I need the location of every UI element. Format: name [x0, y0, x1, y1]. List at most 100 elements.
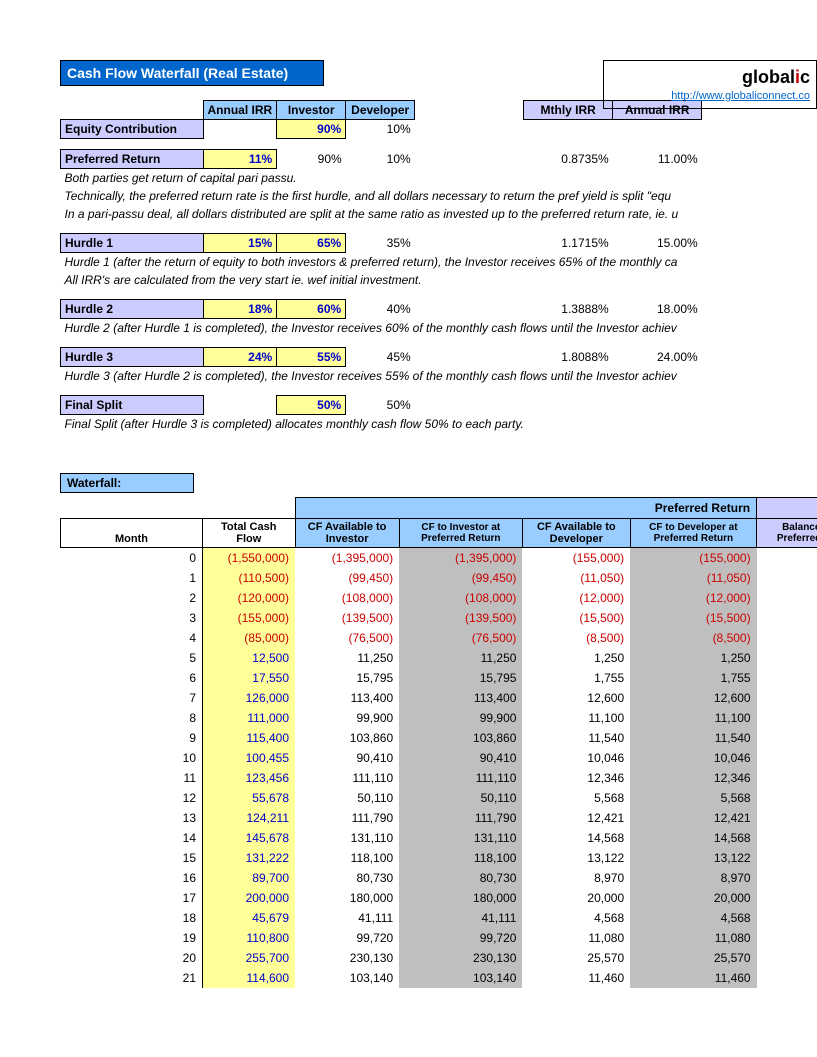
wf-pref-span: Preferred Return [295, 498, 757, 519]
wf-h-month: Month [61, 519, 203, 548]
equity-annual [203, 120, 277, 139]
wf-cfdev: 11,460 [522, 968, 630, 988]
wf-month: 5 [61, 648, 203, 668]
h1-mthly: 1.1715% [524, 234, 613, 253]
wf-month: 0 [61, 548, 203, 569]
wf-cfdevpref: (12,000) [630, 588, 756, 608]
wf-total: 145,678 [203, 828, 296, 848]
wf-total: 123,456 [203, 768, 296, 788]
h3-developer: 45% [346, 348, 415, 367]
hdr-developer: Developer [346, 101, 415, 120]
wf-month: 17 [61, 888, 203, 908]
wf-cfdevpref: 11,540 [630, 728, 756, 748]
pref-note2: Technically, the preferred return rate i… [61, 187, 702, 205]
wf-total: 89,700 [203, 868, 296, 888]
wf-cfinvpref: 15,795 [399, 668, 522, 688]
wf-cfdevpref: 25,570 [630, 948, 756, 968]
label-pref: Preferred Return [61, 150, 204, 169]
logo-link[interactable]: http://www.globaliconnect.co [671, 90, 810, 102]
wf-total: (155,000) [203, 608, 296, 628]
wf-month: 2 [61, 588, 203, 608]
wf-h-cfinv: CF Available to Investor [295, 519, 399, 548]
wf-month: 19 [61, 928, 203, 948]
wf-total: 12,500 [203, 648, 296, 668]
wf-cfdev: 14,568 [522, 828, 630, 848]
h2-investor: 60% [277, 300, 346, 319]
wf-row: 10100,45590,41090,41010,04610,0460 [61, 748, 817, 768]
wf-bal: 0 [757, 548, 817, 569]
wf-row: 13124,211111,790111,79012,42112,4210 [61, 808, 817, 828]
wf-total: (1,550,000) [203, 548, 296, 569]
wf-cfdev: (12,000) [522, 588, 630, 608]
wf-bal: 0 [757, 608, 817, 628]
wf-h-total: Total Cash Flow [203, 519, 296, 548]
pref-mthly: 0.8735% [524, 150, 613, 169]
logo-text: globalic [610, 67, 810, 88]
wf-header-row: Month Total Cash Flow CF Available to In… [61, 519, 817, 548]
wf-month: 18 [61, 908, 203, 928]
h1-ann: 15.00% [613, 234, 702, 253]
wf-total: 124,211 [203, 808, 296, 828]
wf-total: 131,222 [203, 848, 296, 868]
equity-ann [613, 120, 702, 139]
wf-cfdev: 25,570 [522, 948, 630, 968]
wf-cfinvpref: 11,250 [399, 648, 522, 668]
wf-bal: 0 [757, 808, 817, 828]
wf-row: 20255,700230,130230,13025,57025,5700 [61, 948, 817, 968]
wf-cfinvpref: (139,500) [399, 608, 522, 628]
wf-cfinvpref: (76,500) [399, 628, 522, 648]
h2-note1: Hurdle 2 (after Hurdle 1 is completed), … [61, 319, 702, 338]
wf-bal: 0 [757, 768, 817, 788]
final-mthly [524, 396, 613, 415]
wf-cfdev: 12,600 [522, 688, 630, 708]
wf-cfdevpref: 11,460 [630, 968, 756, 988]
label-h1: Hurdle 1 [61, 234, 204, 253]
wf-cfinvpref: (99,450) [399, 568, 522, 588]
equity-developer: 10% [346, 120, 415, 139]
wf-cfinv: 111,110 [295, 768, 399, 788]
wf-cfinvpref: 118,100 [399, 848, 522, 868]
wf-row: 15131,222118,100118,10013,12213,1220 [61, 848, 817, 868]
wf-month: 12 [61, 788, 203, 808]
wf-bal: 0 [757, 708, 817, 728]
wf-cfinvpref: 113,400 [399, 688, 522, 708]
wf-cfinv: 15,795 [295, 668, 399, 688]
wf-cfdevpref: 14,568 [630, 828, 756, 848]
h2-developer: 40% [346, 300, 415, 319]
wf-cfinv: (1,395,000) [295, 548, 399, 569]
page-title: Cash Flow Waterfall (Real Estate) [60, 60, 324, 86]
wf-row: 9115,400103,860103,86011,54011,5400 [61, 728, 817, 748]
wf-header-span-row: Preferred Return [61, 498, 817, 519]
wf-cfdev: 12,421 [522, 808, 630, 828]
wf-cfinv: 118,100 [295, 848, 399, 868]
h2-mthly: 1.3888% [524, 300, 613, 319]
equity-mthly [524, 120, 613, 139]
pref-developer: 10% [346, 150, 415, 169]
wf-total: (110,500) [203, 568, 296, 588]
wf-bal: 0 [757, 868, 817, 888]
wf-cfinvpref: 111,790 [399, 808, 522, 828]
param-row-equity: Equity Contribution90%10% [61, 120, 702, 139]
wf-bal: 0 [757, 908, 817, 928]
wf-cfinv: 99,720 [295, 928, 399, 948]
waterfall-label: Waterfall: [60, 473, 194, 493]
wf-cfdevpref: 4,568 [630, 908, 756, 928]
logo-box: globalic http://www.globaliconnect.co [603, 60, 817, 109]
wf-cfinvpref: (108,000) [399, 588, 522, 608]
wf-month: 8 [61, 708, 203, 728]
pref-investor: 90% [277, 150, 346, 169]
wf-cfinvpref: 103,860 [399, 728, 522, 748]
param-row-h1: Hurdle 115%65%35%1.1715%15.00% [61, 234, 702, 253]
wf-cfdev: (11,050) [522, 568, 630, 588]
h3-mthly: 1.8088% [524, 348, 613, 367]
equity-investor: 90% [277, 120, 346, 139]
wf-bal: 0 [757, 688, 817, 708]
wf-cfinvpref: 50,110 [399, 788, 522, 808]
wf-cfdev: (15,500) [522, 608, 630, 628]
wf-h-cfdev: CF Available to Developer [522, 519, 630, 548]
logo-word2: c [800, 67, 810, 87]
wf-month: 7 [61, 688, 203, 708]
wf-cfdev: 11,100 [522, 708, 630, 728]
wf-row: 0(1,550,000)(1,395,000)(1,395,000)(155,0… [61, 548, 817, 569]
h1-developer: 35% [346, 234, 415, 253]
